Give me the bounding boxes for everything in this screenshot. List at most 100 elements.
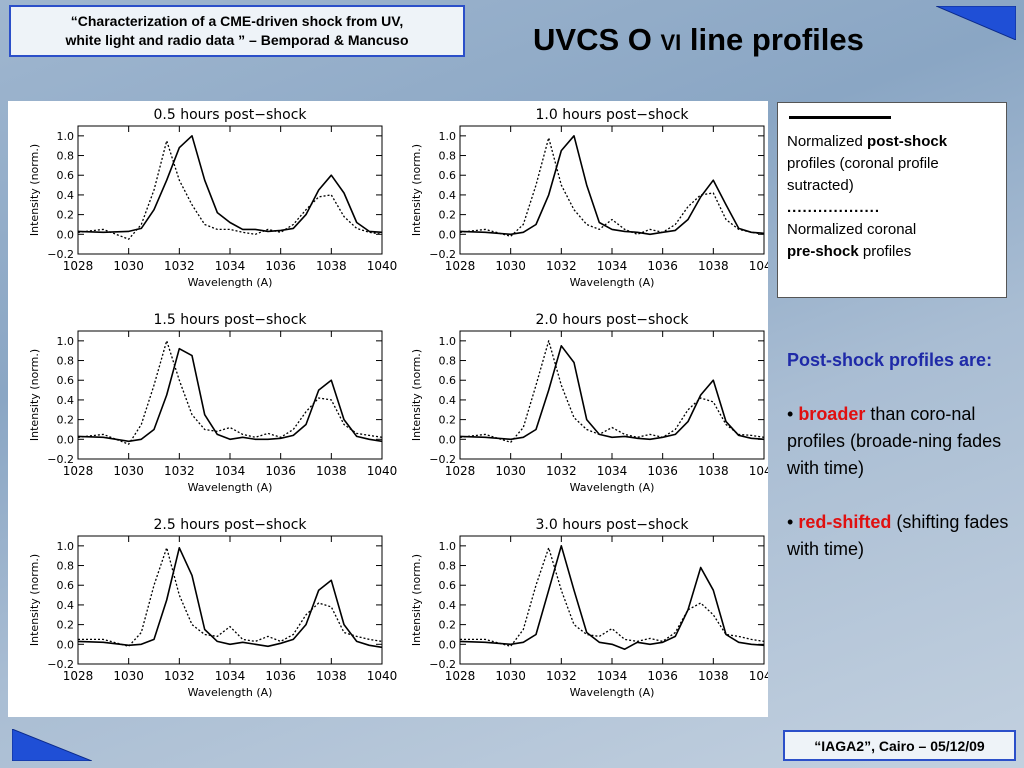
x-tick-label: 1036 [647, 259, 678, 273]
chart-4: 2.0 hours post−shock 1028 1030 1032 1034 1036… [410, 312, 768, 494]
chart-title: 2.0 hours post−shock [535, 312, 689, 328]
title-rest: line profiles [681, 22, 864, 57]
y-tick-label: 0.6 [57, 169, 75, 182]
y-tick-label: 0.6 [439, 579, 457, 592]
y-tick-label: 0.8 [439, 355, 457, 368]
chart-title: 2.5 hours post−shock [153, 517, 307, 533]
chart-title: 1.5 hours post−shock [153, 312, 307, 328]
x-tick-label: 1030 [495, 464, 526, 478]
y-tick-label: −0.2 [429, 248, 456, 261]
y-axis-label: Intensity (norm.) [28, 144, 41, 236]
y-tick-label: 0.2 [439, 619, 457, 632]
y-tick-label: 0.2 [439, 209, 457, 222]
x-axis-label: Wavelength (A) [570, 276, 655, 289]
bullet-2-red: red-shifted [798, 512, 892, 532]
x-tick-label: 1032 [546, 464, 577, 478]
y-tick-label: 1.0 [439, 130, 457, 143]
x-tick-label: 1034 [597, 464, 628, 478]
slide-title: UVCS O VI line profiles [533, 22, 864, 58]
x-tick-label: 1036 [265, 669, 296, 683]
y-axis-label: Intensity (norm.) [28, 349, 41, 441]
chart-5: 2.5 hours post−shock 1028 1030 1032 1034 1036… [28, 517, 397, 699]
y-axis-label: Intensity (norm.) [410, 144, 423, 236]
y-tick-label: −0.2 [429, 453, 456, 466]
x-tick-label: 1040 [749, 259, 768, 273]
line-profile-plots: 0.5 hours post−shock 1028 1030 1032 1034 1036… [28, 107, 768, 699]
y-tick-label: 0.8 [439, 560, 457, 573]
x-axis-label: Wavelength (A) [188, 276, 273, 289]
chart-6: 3.0 hours post−shock 1028 1030 1032 1034 1036… [410, 517, 768, 699]
x-tick-label: 1032 [546, 669, 577, 683]
x-tick-label: 1034 [215, 259, 246, 273]
legend-solid-post: profiles (coronal profile sutracted) [787, 155, 939, 194]
y-tick-label: 0.0 [439, 228, 457, 241]
y-tick-label: −0.2 [47, 658, 74, 671]
x-tick-label: 1040 [749, 669, 768, 683]
chart-3: 1.5 hours post−shock 1028 1030 1032 1034 1036… [28, 312, 397, 494]
x-tick-label: 1038 [698, 259, 729, 273]
x-tick-label: 1034 [597, 259, 628, 273]
legend-dotted-marker: .................. [787, 199, 881, 216]
x-tick-label: 1030 [495, 259, 526, 273]
pre-shock-profile-line [459, 137, 765, 237]
bullet-1-red: broader [798, 404, 866, 424]
y-tick-label: 0.0 [57, 228, 75, 241]
y-tick-label: −0.2 [47, 453, 74, 466]
y-axis-label: Intensity (norm.) [410, 349, 423, 441]
bullet-2-text: (shifting fades with time) [787, 512, 1009, 559]
x-tick-label: 1028 [445, 669, 476, 683]
y-tick-label: 0.0 [57, 638, 75, 651]
post-shock-profile-line [77, 347, 383, 443]
legend-dotted-pre: Normalized coronal [787, 221, 917, 238]
chart-2: 1.0 hours post−shock 1028 1030 1032 1034 1036… [410, 107, 768, 289]
y-tick-label: 1.0 [439, 335, 457, 348]
x-tick-label: 1032 [546, 259, 577, 273]
plot-frame [77, 125, 383, 255]
post-shock-profile-line [459, 544, 765, 651]
x-tick-label: 1040 [367, 669, 398, 683]
y-tick-label: 0.4 [439, 599, 457, 612]
citation-box: “Characterization of a CME-driven shock … [9, 5, 465, 57]
x-axis-label: Wavelength (A) [570, 481, 655, 494]
y-tick-label: 0.6 [57, 579, 75, 592]
post-shock-profile-line [77, 546, 383, 649]
y-tick-label: 0.4 [57, 189, 75, 202]
chart-1: 0.5 hours post−shock 1028 1030 1032 1034 1036… [28, 107, 397, 289]
y-tick-label: 0.0 [57, 433, 75, 446]
x-tick-label: 1032 [164, 669, 195, 683]
bullet-2-dot: • [787, 512, 799, 532]
side-notes: Post-shock profiles are: • broader than … [787, 347, 1017, 590]
pre-shock-profile-line [460, 547, 765, 647]
legend-dotted-post: profiles [858, 243, 912, 260]
x-tick-label: 1038 [316, 464, 347, 478]
post-shock-profile-line [77, 134, 383, 234]
y-tick-label: 0.0 [439, 638, 457, 651]
top-right-triangle-icon [936, 6, 1016, 40]
legend-dotted-bold: pre-shock [787, 243, 859, 260]
y-axis-label: Intensity (norm.) [28, 554, 41, 646]
footer-box: “IAGA2”, Cairo – 05/12/09 [783, 730, 1016, 761]
pre-shock-profile-line [459, 340, 765, 443]
legend-solid-line [789, 116, 891, 119]
y-tick-label: 0.8 [57, 560, 75, 573]
x-tick-label: 1034 [215, 669, 246, 683]
y-tick-label: 0.4 [57, 394, 75, 407]
citation-line-2: white light and radio data ” – Bemporad … [65, 32, 409, 48]
side-heading: Post-shock profiles are: [787, 350, 993, 370]
x-tick-label: 1032 [164, 464, 195, 478]
bottom-left-triangle-icon [12, 729, 92, 761]
x-tick-label: 1038 [698, 669, 729, 683]
y-tick-label: 0.8 [57, 355, 75, 368]
footer-text: “IAGA2”, Cairo – 05/12/09 [814, 737, 985, 754]
y-axis-label: Intensity (norm.) [410, 554, 423, 646]
citation-line-1: “Characterization of a CME-driven shock … [70, 13, 404, 29]
title-main: UVCS O [533, 22, 661, 57]
post-shock-profile-line [459, 134, 765, 236]
x-tick-label: 1036 [265, 259, 296, 273]
y-tick-label: 0.2 [57, 619, 75, 632]
bullet-red-shifted: • red-shifted (shifting fades with time) [787, 509, 1017, 563]
chart-title: 3.0 hours post−shock [535, 517, 689, 533]
y-tick-label: 0.6 [57, 374, 75, 387]
legend-box: Normalized post-shock profiles (coronal … [777, 102, 1007, 298]
pre-shock-profile-line [77, 140, 383, 240]
